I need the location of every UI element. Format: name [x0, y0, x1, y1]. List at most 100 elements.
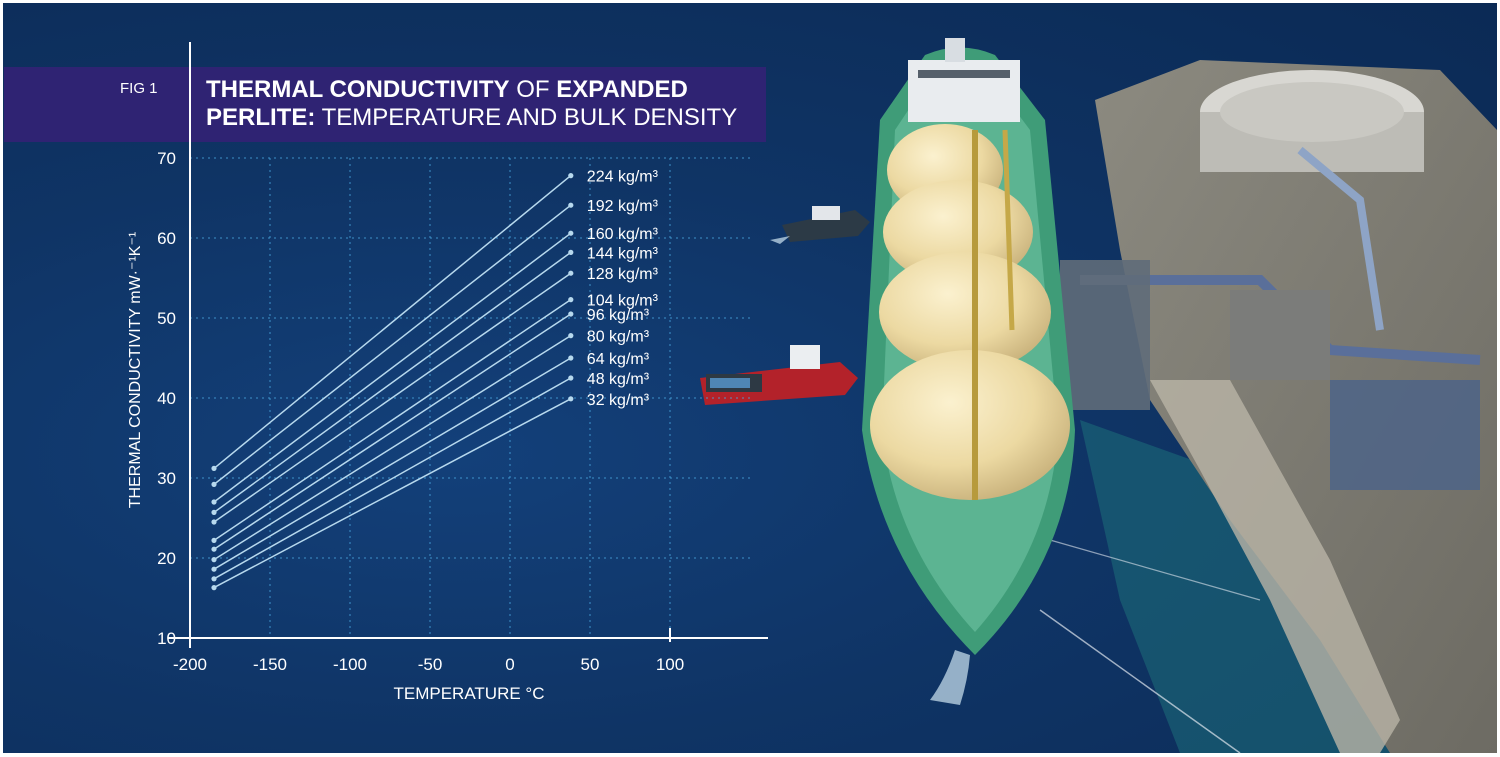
- series-start-point: [211, 519, 217, 525]
- x-tick-label: -150: [253, 655, 287, 674]
- series-label: 144 kg/m³: [587, 245, 659, 262]
- series-label: 32 kg/m³: [587, 392, 650, 409]
- series-end-point: [568, 333, 574, 339]
- series-start-point: [211, 566, 217, 572]
- y-ticks: 10 20 30 40 50 60 70: [157, 149, 176, 648]
- series-line-path: [213, 298, 572, 542]
- series-start-point: [211, 585, 217, 591]
- title-part: OF: [509, 76, 557, 103]
- chart-axes: [168, 42, 768, 648]
- series-line-path: [213, 204, 572, 485]
- series-line: 32 kg/m³: [211, 392, 650, 591]
- x-tick-label: 0: [505, 655, 514, 674]
- series-start-point: [211, 499, 217, 505]
- series-start-point: [211, 509, 217, 515]
- series-line: 144 kg/m³: [211, 245, 659, 515]
- series-start-point: [211, 465, 217, 471]
- series-label: 224 kg/m³: [587, 169, 659, 186]
- figure-number: FIG 1: [120, 80, 158, 97]
- jetty: [1060, 260, 1150, 410]
- series-label: 160 kg/m³: [587, 226, 659, 243]
- series-line-path: [213, 357, 572, 570]
- x-tick-label: -200: [173, 655, 207, 674]
- process-unit: [1330, 380, 1480, 490]
- y-tick-label: 20: [157, 549, 176, 568]
- y-tick-label: 70: [157, 149, 176, 168]
- title-part: THERMAL CONDUCTIVITY: [206, 76, 510, 103]
- series-end-point: [568, 297, 574, 303]
- x-tick-label: 100: [656, 655, 684, 674]
- series-label: 48 kg/m³: [587, 371, 650, 388]
- bridge-windows: [918, 70, 1010, 78]
- title-part: TEMPERATURE AND BULK DENSITY: [315, 104, 738, 131]
- series-end-point: [568, 173, 574, 179]
- series-label: 96 kg/m³: [587, 307, 650, 324]
- storage-tank-roof: [1220, 82, 1404, 142]
- tugboat-lower: [700, 345, 858, 405]
- series-line: 96 kg/m³: [211, 307, 650, 552]
- y-tick-label: 60: [157, 229, 176, 248]
- series-layer: 224 kg/m³ 192 kg/m³ 160 kg/m³ 144 kg/m³ 128 …: [211, 169, 659, 591]
- series-line: 192 kg/m³: [211, 198, 659, 487]
- series-line-path: [213, 334, 572, 561]
- series-end-point: [568, 311, 574, 317]
- deck-piping: [1002, 129, 1015, 331]
- series-line: 128 kg/m³: [211, 266, 659, 525]
- series-start-point: [211, 481, 217, 487]
- series-end-point: [568, 230, 574, 236]
- series-label: 64 kg/m³: [587, 351, 650, 368]
- series-end-point: [568, 355, 574, 361]
- terminal-land: [1095, 60, 1497, 753]
- series-label: 192 kg/m³: [587, 198, 659, 215]
- series-end-point: [568, 375, 574, 381]
- series-label: 128 kg/m³: [587, 266, 659, 283]
- series-line-path: [213, 272, 572, 523]
- series-line-path: [213, 175, 572, 469]
- series-line: 48 kg/m³: [211, 371, 650, 582]
- mooring-line: [1049, 539, 1261, 601]
- series-start-point: [211, 537, 217, 544]
- series-line-path: [213, 398, 572, 589]
- series-end-point: [568, 202, 574, 208]
- series-line: 64 kg/m³: [211, 351, 650, 572]
- series-label: 80 kg/m³: [587, 329, 650, 346]
- y-tick-label: 40: [157, 389, 176, 408]
- series-end-point: [568, 270, 574, 276]
- series-end-point: [568, 249, 574, 255]
- x-tick-label: -100: [333, 655, 367, 674]
- x-tick-label: 50: [581, 655, 600, 674]
- y-axis-title: THERMAL CONDUCTIVITY mW·⁻¹K⁻¹: [127, 232, 144, 508]
- title-bar: [4, 67, 766, 142]
- series-line-path: [213, 232, 572, 503]
- series-start-point: [211, 576, 217, 582]
- series-start-point: [211, 546, 217, 552]
- pipe-line: [1297, 146, 1384, 331]
- x-axis-title: TEMPERATURE °C: [394, 684, 545, 703]
- series-label: 104 kg/m³: [587, 293, 659, 310]
- chart-title: THERMAL CONDUCTIVITY OF EXPANDED PERLITE…: [206, 76, 766, 132]
- title-part: EXPANDED PERLITE:: [206, 76, 688, 131]
- ship-funnel: [945, 38, 965, 62]
- series-line: 80 kg/m³: [211, 329, 650, 563]
- series-line-path: [213, 313, 572, 550]
- y-tick-label: 10: [157, 629, 176, 648]
- series-line-path: [213, 251, 572, 514]
- series-line: 224 kg/m³: [211, 169, 659, 471]
- series-line-path: [213, 377, 572, 580]
- pier-road: [1150, 380, 1400, 753]
- chart-grid: [190, 157, 750, 638]
- series-start-point: [211, 557, 217, 563]
- mooring-line: [1039, 609, 1241, 754]
- x-ticks: -200 -150 -100 -50 0 50 100: [173, 628, 684, 674]
- warehouse: [1230, 290, 1330, 380]
- y-tick-label: 30: [157, 469, 176, 488]
- ship-wake: [930, 650, 970, 705]
- series-end-point: [568, 396, 574, 402]
- y-tick-label: 50: [157, 309, 176, 328]
- series-line: 104 kg/m³: [211, 293, 659, 544]
- x-tick-label: -50: [418, 655, 443, 674]
- series-line: 160 kg/m³: [211, 226, 659, 505]
